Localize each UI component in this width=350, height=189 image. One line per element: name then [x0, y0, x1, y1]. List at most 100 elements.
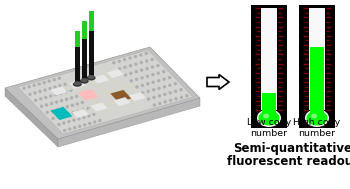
Circle shape: [164, 101, 166, 103]
Circle shape: [46, 104, 48, 106]
Circle shape: [124, 74, 126, 76]
Circle shape: [63, 122, 65, 124]
Circle shape: [82, 109, 84, 111]
Circle shape: [53, 79, 55, 81]
Circle shape: [146, 68, 148, 70]
Ellipse shape: [86, 75, 96, 81]
Circle shape: [157, 72, 159, 74]
Circle shape: [135, 63, 137, 65]
Circle shape: [73, 119, 75, 121]
Circle shape: [135, 71, 137, 73]
Bar: [89, 11, 93, 77]
Polygon shape: [58, 98, 200, 147]
Circle shape: [153, 89, 155, 91]
Circle shape: [41, 105, 42, 107]
Circle shape: [169, 92, 171, 94]
Circle shape: [68, 121, 70, 123]
Text: Low copy
number: Low copy number: [247, 118, 291, 138]
Circle shape: [180, 89, 182, 91]
Circle shape: [57, 116, 59, 118]
Circle shape: [39, 90, 41, 92]
Circle shape: [174, 83, 176, 85]
Circle shape: [67, 113, 69, 115]
Circle shape: [140, 54, 142, 56]
Circle shape: [181, 96, 182, 98]
Circle shape: [135, 78, 138, 80]
Circle shape: [146, 75, 148, 77]
Circle shape: [70, 89, 72, 91]
Circle shape: [59, 85, 61, 87]
Circle shape: [175, 90, 177, 92]
Circle shape: [64, 83, 66, 85]
Polygon shape: [5, 88, 58, 147]
Circle shape: [44, 89, 46, 91]
Circle shape: [38, 83, 40, 85]
Polygon shape: [69, 80, 86, 89]
Circle shape: [99, 120, 101, 122]
Circle shape: [58, 77, 60, 79]
Circle shape: [170, 99, 172, 101]
Circle shape: [119, 68, 121, 70]
Circle shape: [35, 99, 37, 101]
Circle shape: [76, 95, 78, 97]
Circle shape: [151, 59, 153, 60]
Polygon shape: [18, 50, 193, 134]
Circle shape: [153, 96, 155, 98]
Circle shape: [129, 57, 131, 59]
Circle shape: [175, 98, 177, 100]
Circle shape: [163, 86, 166, 88]
Circle shape: [23, 87, 25, 89]
Polygon shape: [129, 92, 146, 101]
Circle shape: [159, 102, 161, 105]
Circle shape: [56, 101, 57, 103]
Circle shape: [33, 84, 35, 86]
Polygon shape: [50, 86, 68, 95]
Circle shape: [55, 94, 57, 96]
Circle shape: [50, 95, 52, 97]
Polygon shape: [78, 89, 99, 101]
Polygon shape: [107, 69, 124, 78]
Circle shape: [152, 74, 154, 76]
Circle shape: [50, 102, 52, 105]
Bar: [82, 21, 87, 39]
Circle shape: [141, 77, 143, 79]
Polygon shape: [110, 90, 132, 102]
Text: High copy
number: High copy number: [293, 118, 341, 138]
Circle shape: [56, 108, 58, 111]
Ellipse shape: [305, 109, 329, 127]
Circle shape: [45, 96, 47, 98]
Circle shape: [87, 108, 89, 109]
Circle shape: [141, 84, 144, 86]
Polygon shape: [50, 107, 72, 120]
Polygon shape: [91, 102, 108, 112]
Bar: [261, 8, 277, 110]
Bar: [251, 5, 287, 128]
Polygon shape: [5, 47, 200, 139]
Circle shape: [88, 115, 90, 117]
Ellipse shape: [307, 111, 328, 125]
Ellipse shape: [311, 114, 317, 119]
Circle shape: [130, 72, 132, 74]
Circle shape: [186, 95, 188, 97]
Circle shape: [48, 80, 50, 82]
Circle shape: [62, 115, 64, 117]
Circle shape: [124, 59, 126, 61]
Circle shape: [65, 98, 68, 100]
Circle shape: [71, 97, 72, 99]
Circle shape: [60, 92, 62, 94]
Polygon shape: [92, 75, 109, 84]
Circle shape: [52, 117, 54, 119]
Circle shape: [83, 116, 85, 118]
Bar: [310, 47, 324, 116]
Circle shape: [118, 60, 120, 62]
Circle shape: [74, 127, 76, 129]
Circle shape: [124, 66, 126, 68]
Ellipse shape: [88, 75, 94, 79]
Text: fluorescent readout: fluorescent readout: [227, 155, 350, 168]
Ellipse shape: [259, 111, 280, 125]
Circle shape: [29, 93, 31, 95]
Circle shape: [40, 98, 42, 100]
Circle shape: [152, 81, 154, 83]
Circle shape: [153, 104, 155, 106]
Circle shape: [61, 100, 63, 102]
